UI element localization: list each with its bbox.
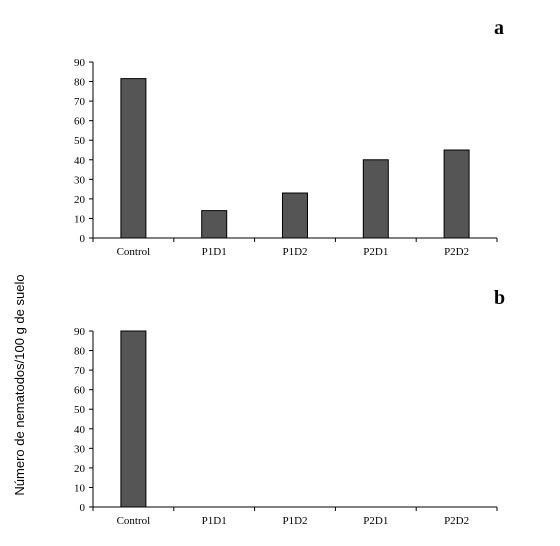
y-tick-label: 80 xyxy=(74,77,86,89)
y-tick-label: 0 xyxy=(80,233,86,245)
y-tick-label: 20 xyxy=(74,463,86,475)
panel-label: a xyxy=(494,17,504,39)
panel-label: b xyxy=(494,287,505,309)
x-tick-label: Control xyxy=(117,246,151,258)
y-tick-label: 90 xyxy=(74,326,86,338)
bar-control xyxy=(120,330,147,508)
y-tick-label: 0 xyxy=(80,502,86,514)
x-tick-label: Control xyxy=(117,515,151,527)
x-tick-label: P2D1 xyxy=(363,515,388,527)
y-tick-label: 30 xyxy=(74,174,86,186)
bar-p2d1 xyxy=(362,159,389,239)
chart-b: b 0 10 20 30 40 50 60 70 80 90 Control P1D1 P1D2 P2D1 P… xyxy=(74,287,505,527)
y-tick-label: 30 xyxy=(74,443,86,455)
x-tick-label: P1D2 xyxy=(282,515,307,527)
y-tick-label: 80 xyxy=(74,346,86,358)
y-axis-label: Número de nematodos/100 g de suelo xyxy=(12,274,27,495)
y-tick-label: 70 xyxy=(74,96,86,108)
y-tick-label: 50 xyxy=(74,404,86,416)
y-tick-label: 40 xyxy=(74,424,86,436)
x-tick-label: P1D1 xyxy=(202,515,227,527)
y-tick-label: 60 xyxy=(74,385,86,397)
x-tick-label: P1D2 xyxy=(282,246,307,258)
y-tick-label: 10 xyxy=(74,213,86,225)
bar-p2d2 xyxy=(443,149,470,239)
y-tick-label: 60 xyxy=(74,116,86,128)
x-tick-label: P2D2 xyxy=(444,246,469,258)
bar-p1d1 xyxy=(201,210,228,239)
x-tick-label: P2D1 xyxy=(363,246,388,258)
chart-a: a 0 10 20 30 40 50 60 70 80 90 Control P1D1 P1D2 P2D1 P… xyxy=(74,17,504,258)
y-tick-label: 40 xyxy=(74,155,86,167)
y-tick-label: 90 xyxy=(74,57,86,69)
y-tick-label: 20 xyxy=(74,194,86,206)
x-tick-label: P1D1 xyxy=(202,246,227,258)
y-tick-label: 70 xyxy=(74,365,86,377)
bar-p1d2 xyxy=(282,192,308,239)
y-tick-label: 10 xyxy=(74,482,86,494)
bar-control xyxy=(120,78,147,239)
y-tick-label: 50 xyxy=(74,135,86,147)
x-tick-label: P2D2 xyxy=(444,515,469,527)
